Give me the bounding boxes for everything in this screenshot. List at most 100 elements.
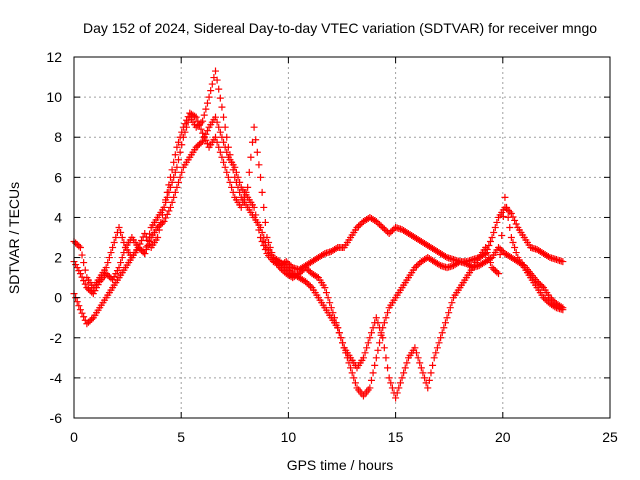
data-point bbox=[302, 264, 310, 272]
data-point bbox=[303, 265, 311, 273]
data-point bbox=[178, 128, 186, 136]
data-point bbox=[229, 188, 237, 196]
data-point bbox=[503, 203, 511, 211]
data-point bbox=[155, 226, 163, 234]
data-point bbox=[377, 222, 385, 230]
data-point bbox=[176, 148, 184, 156]
data-point bbox=[491, 267, 499, 275]
data-point bbox=[268, 249, 276, 257]
data-point bbox=[322, 289, 330, 297]
data-point bbox=[141, 250, 149, 258]
y-tick-labels: -6 -4 -2 0 2 4 6 8 10 12 bbox=[46, 49, 62, 426]
data-point bbox=[76, 244, 84, 252]
data-point bbox=[212, 133, 220, 141]
data-point bbox=[175, 156, 183, 164]
data-point bbox=[544, 253, 552, 261]
data-point bbox=[511, 244, 519, 252]
data-point bbox=[501, 193, 509, 201]
data-point bbox=[297, 268, 305, 276]
x-tick-label: 5 bbox=[177, 429, 185, 445]
data-point bbox=[142, 246, 150, 254]
y-tick-label: 0 bbox=[54, 290, 62, 306]
data-point bbox=[417, 364, 425, 372]
data-point bbox=[102, 264, 110, 272]
data-point bbox=[162, 214, 170, 222]
data-point bbox=[154, 234, 162, 241]
data-point bbox=[109, 244, 117, 252]
data-point bbox=[277, 265, 285, 273]
data-point bbox=[170, 158, 178, 166]
data-point bbox=[493, 218, 501, 226]
data-point bbox=[298, 267, 306, 275]
data-point bbox=[104, 259, 112, 267]
data-point bbox=[89, 290, 97, 298]
data-point bbox=[498, 231, 506, 239]
data-point bbox=[221, 123, 229, 131]
data-point bbox=[142, 233, 150, 241]
data-point bbox=[387, 379, 395, 387]
data-point bbox=[374, 346, 382, 354]
data-point bbox=[117, 259, 125, 267]
data-point bbox=[146, 240, 154, 248]
data-point bbox=[382, 354, 390, 362]
data-point bbox=[120, 239, 128, 247]
data-point bbox=[432, 349, 440, 357]
data-point bbox=[490, 265, 498, 273]
data-point bbox=[488, 264, 496, 272]
data-point bbox=[197, 125, 205, 133]
data-point bbox=[232, 168, 240, 176]
data-point bbox=[173, 163, 181, 171]
data-point bbox=[305, 267, 313, 275]
data-point bbox=[166, 173, 174, 181]
data-point bbox=[213, 138, 221, 146]
data-point bbox=[421, 374, 429, 382]
data-point bbox=[351, 379, 359, 387]
x-axis-label: GPS time / hours bbox=[287, 457, 394, 473]
data-point bbox=[165, 181, 173, 189]
data-point bbox=[118, 234, 126, 241]
data-point bbox=[379, 223, 387, 231]
data-point bbox=[86, 317, 94, 325]
data-point bbox=[226, 178, 234, 186]
data-point bbox=[113, 267, 121, 275]
data-point bbox=[493, 268, 501, 276]
data-point bbox=[218, 103, 226, 111]
data-point bbox=[78, 309, 86, 317]
y-tick-label: -4 bbox=[50, 370, 63, 386]
data-point bbox=[369, 324, 377, 332]
data-point bbox=[203, 140, 211, 148]
data-point bbox=[380, 225, 388, 233]
data-point bbox=[112, 270, 120, 278]
data-point bbox=[84, 285, 92, 293]
data-point bbox=[400, 369, 408, 377]
data-point bbox=[486, 259, 494, 267]
axis-ticks bbox=[73, 56, 611, 419]
data-point bbox=[72, 261, 80, 269]
data-point bbox=[250, 203, 258, 211]
data-point bbox=[285, 261, 293, 269]
data-point bbox=[384, 309, 392, 317]
data-point bbox=[367, 329, 375, 337]
data-point bbox=[200, 111, 208, 119]
data-point bbox=[401, 364, 409, 372]
data-point bbox=[435, 339, 443, 347]
data-point bbox=[115, 264, 123, 272]
data-point bbox=[350, 374, 358, 382]
data-point bbox=[509, 239, 517, 247]
data-point bbox=[355, 222, 363, 230]
data-point bbox=[551, 303, 559, 311]
data-point bbox=[337, 334, 345, 342]
y-tick-label: -2 bbox=[50, 330, 63, 346]
data-point bbox=[347, 364, 355, 372]
data-point bbox=[413, 262, 421, 270]
data-markers bbox=[70, 67, 567, 402]
data-point bbox=[175, 178, 183, 186]
data-point bbox=[448, 299, 456, 307]
data-point bbox=[445, 309, 453, 317]
data-point bbox=[242, 188, 250, 196]
data-point bbox=[208, 80, 216, 88]
x-tick-label: 25 bbox=[602, 429, 618, 445]
data-point bbox=[105, 254, 113, 262]
data-point bbox=[335, 329, 343, 337]
y-tick-label: 8 bbox=[54, 129, 62, 145]
